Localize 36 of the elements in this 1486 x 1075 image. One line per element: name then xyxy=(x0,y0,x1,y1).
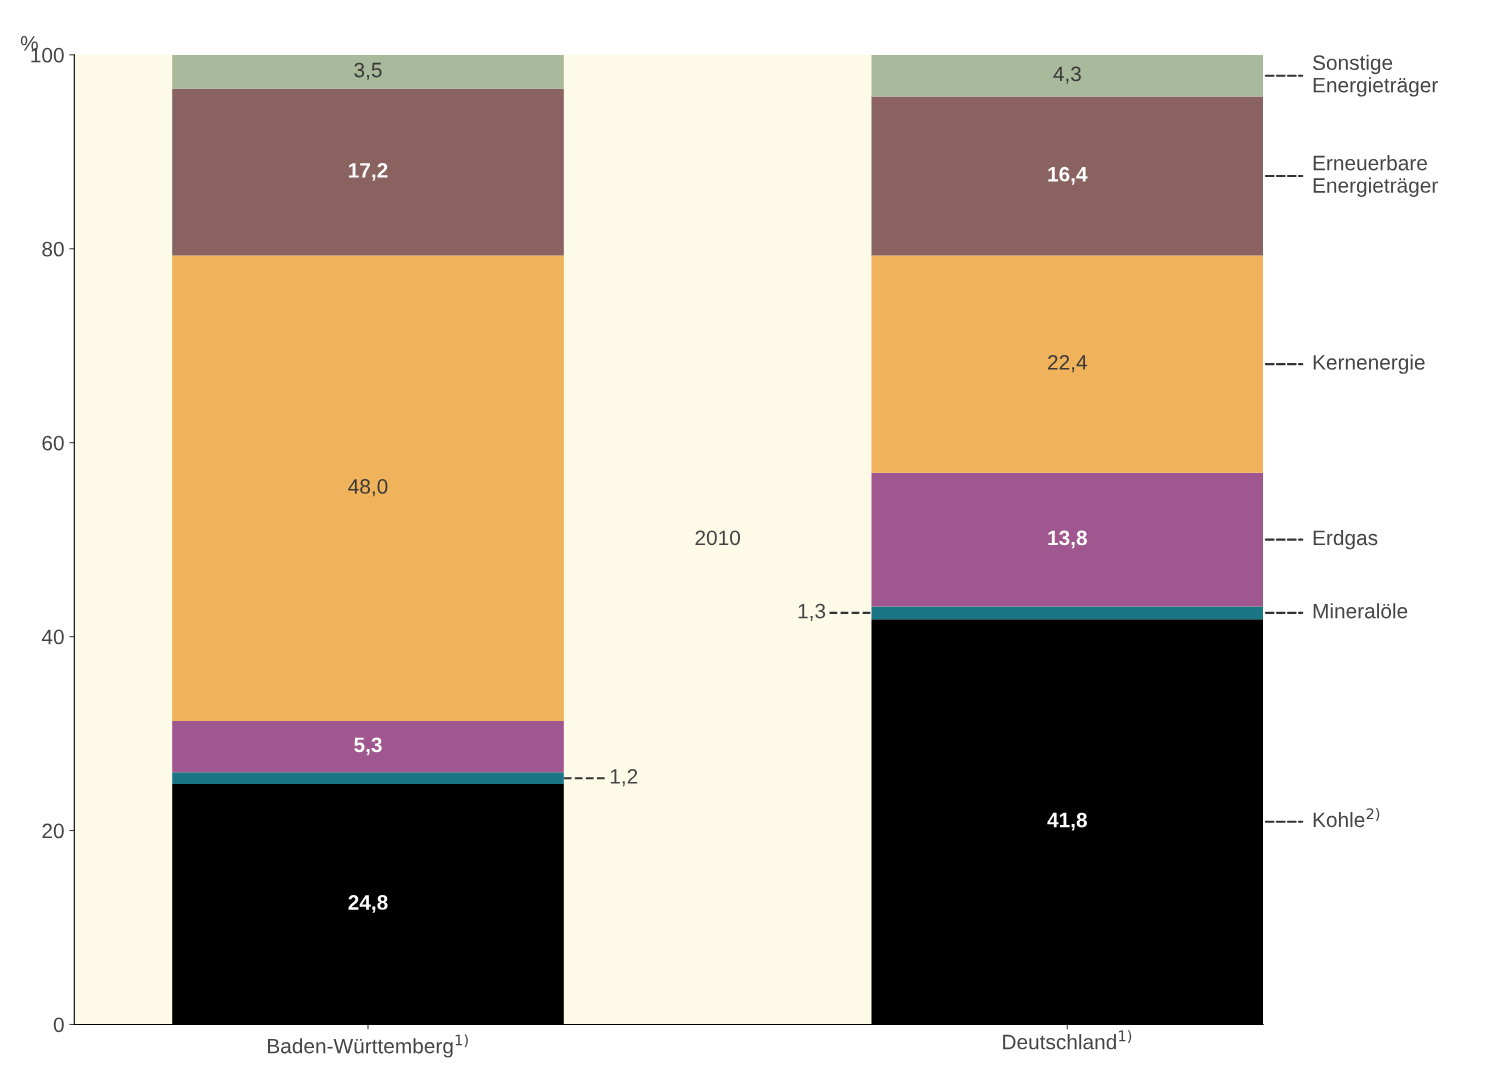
text: Kohle$^{2)}$ xyxy=(1313,808,1380,828)
data-label: 13,8 xyxy=(1048,530,1087,549)
bar xyxy=(871,54,1264,97)
data-label: 1,3 xyxy=(798,603,826,621)
data-label: 3,5 xyxy=(354,62,382,80)
bar xyxy=(871,606,1264,620)
data-label: 41,8 xyxy=(1047,812,1087,831)
bar xyxy=(172,88,564,256)
y-tick-label: 80 xyxy=(42,241,64,257)
y-tick-label: 60 xyxy=(42,435,64,451)
bar xyxy=(871,472,1264,607)
bar xyxy=(172,255,564,721)
text: Erneuerbare Energieträger xyxy=(1313,155,1438,197)
data-label: 24,8 xyxy=(348,895,388,913)
data-label: 4,3 xyxy=(1053,66,1081,84)
x-tick-label: Deutschland$^{1)}$ xyxy=(1003,1030,1132,1050)
bar xyxy=(871,96,1264,256)
data-label: 5,3 xyxy=(354,737,382,756)
data-label: 22,4 xyxy=(1048,354,1087,373)
y-tick-label: 0 xyxy=(53,1017,64,1033)
text: Sonstige Energieträger xyxy=(1313,54,1438,97)
bar xyxy=(172,772,564,784)
x-tick-label: Baden-Württemberg$^{1)}$ xyxy=(268,1034,468,1058)
bar xyxy=(172,54,564,89)
data-label: 48,0 xyxy=(348,479,388,497)
y-tick-label: 20 xyxy=(42,823,64,839)
text: Kernenergie xyxy=(1313,354,1425,374)
data-label: 16,4 xyxy=(1048,166,1088,185)
y-tick-label: 40 xyxy=(41,629,64,645)
annotation: 2010 xyxy=(695,530,741,546)
data-label: 1,2 xyxy=(610,769,638,787)
text: Mineralöle xyxy=(1313,603,1408,619)
bar xyxy=(172,720,564,773)
bar xyxy=(871,255,1264,473)
data-label: 17,2 xyxy=(349,162,388,181)
text: Erdgas xyxy=(1313,529,1378,550)
